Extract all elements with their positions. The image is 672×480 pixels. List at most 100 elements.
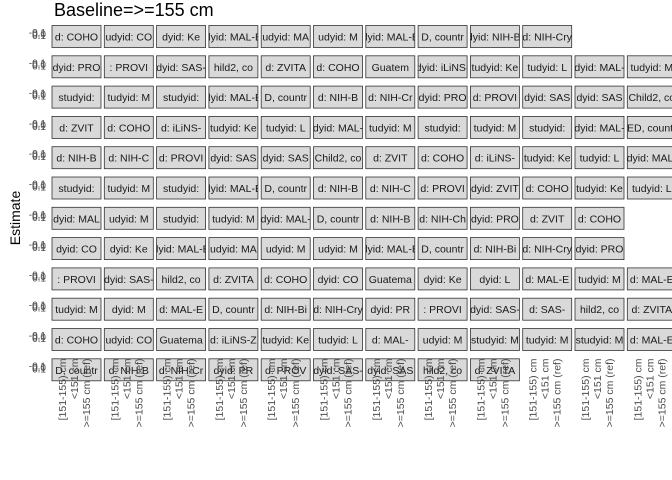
- facet-strip-label: hild2, co: [214, 62, 253, 74]
- y-tick-label: 0.1: [32, 334, 46, 345]
- y-tick-label: 0.0: [32, 151, 46, 162]
- y-tick-label: -0.1: [29, 301, 47, 312]
- y-tick-label: 0.1: [32, 304, 46, 315]
- facet-strip: [313, 297, 363, 321]
- facet-strip: [156, 85, 207, 109]
- facet-strip: [574, 146, 625, 170]
- facet-strip-label: d: ZVIT: [59, 122, 94, 134]
- facet-strip: [51, 176, 102, 200]
- facet-strip: [156, 206, 207, 230]
- chart-title: Baseline=>=155 cm: [54, 0, 214, 20]
- facet-strip-label: D, countr: [317, 213, 360, 225]
- y-tick-label: 0.1: [32, 61, 46, 72]
- facet-strip-label: tudyid: L: [318, 335, 358, 347]
- facet-strip-label: udyid: MA: [210, 244, 257, 256]
- facet-strip: [626, 116, 672, 139]
- x-tick-label: <151 cm: [487, 358, 499, 399]
- facet-strip-label: d: NIH-B: [318, 92, 358, 104]
- facet-strip: [208, 358, 259, 382]
- facet-strip-label: dyid: PRO: [471, 213, 519, 225]
- x-tick-label: <151 cm: [69, 358, 81, 399]
- facet-strip: [626, 328, 672, 351]
- facet-strip: [626, 176, 672, 200]
- facet-strip-label: studyid: M: [471, 335, 519, 347]
- facet-strip: [522, 206, 573, 230]
- facet-strip-label: tudyid: L: [632, 183, 672, 195]
- x-tick-label: <151 cm: [540, 358, 552, 399]
- facet-strip: [103, 85, 154, 109]
- facet-strip-label: udyid: CO: [105, 32, 152, 44]
- facet-strip: [365, 297, 416, 321]
- facet-strip: [469, 176, 520, 200]
- facet-strip: [51, 358, 102, 382]
- facet-strip-label: d: PROVI: [473, 92, 517, 104]
- facet-strip-label: studyid:: [425, 122, 461, 134]
- facet-strip: [208, 176, 259, 200]
- facet-strip-label: D, countr: [421, 32, 464, 44]
- facet-strip: [626, 297, 672, 321]
- facet-strip-label: d: COHO: [316, 62, 359, 74]
- y-tick-label: -0.1: [29, 180, 47, 191]
- x-tick-label: <151 cm: [331, 358, 343, 399]
- facet-strip: [313, 358, 363, 382]
- facet-strip-label: dyid: CO: [318, 274, 359, 286]
- x-tick-label: [151-155) cm: [109, 358, 121, 420]
- x-tick-label: >=155 cm (ref): [499, 359, 511, 428]
- facet-strip: [365, 146, 416, 170]
- facet-strip-label: Guatema: [159, 335, 202, 347]
- facet-strip: [522, 146, 573, 170]
- facet-strip: [260, 25, 311, 48]
- facet-strip: [156, 328, 207, 351]
- x-tick-label: >=155 cm (ref): [656, 359, 668, 428]
- facet-strip: [365, 328, 416, 351]
- x-tick-label: [151-155) cm: [371, 358, 383, 420]
- facet-strip-label: dyid: MAL-E: [362, 244, 419, 256]
- facet-strip-label: dyid: SAS: [263, 153, 309, 165]
- facet-strip-label: d: COHO: [421, 153, 464, 165]
- facet-strip-label: dyid: SAS-: [104, 274, 154, 286]
- y-tick-label: 0.1: [32, 92, 46, 103]
- facet-strip: [103, 297, 154, 321]
- facet-strip: [365, 358, 416, 382]
- facet-strip: [574, 206, 625, 230]
- facet-strip: [103, 176, 154, 200]
- y-tick-label: 0.0: [32, 211, 46, 222]
- facet-strip: [208, 237, 259, 261]
- facet-strip: [469, 297, 520, 321]
- facet-strip: [417, 206, 468, 230]
- facet-strip-label: d: iLiNS-: [161, 122, 202, 134]
- facet-strip-label: udyid: M: [423, 335, 463, 347]
- facet-strip: [260, 176, 311, 200]
- y-tick-label: 0.1: [32, 152, 46, 163]
- y-tick-label: 0.1: [32, 364, 46, 375]
- facet-strip: [51, 85, 102, 109]
- facet-strip-label: studyid:: [529, 122, 565, 134]
- facet-strip-label: tudyid: M: [630, 62, 672, 74]
- facet-strip: [313, 176, 363, 200]
- facet-strip: [260, 297, 311, 321]
- facet-strip: [260, 146, 311, 170]
- facet-strip-label: dyid: PR: [370, 304, 410, 316]
- facet-strip-label: hild2, co: [423, 365, 462, 377]
- facet-strip-label: dyid: SAS: [524, 92, 570, 104]
- facet-strip: [51, 267, 102, 291]
- facet-strip: [417, 328, 468, 351]
- x-tick-label: >=155 cm (ref): [133, 359, 145, 428]
- facet-strip: [417, 237, 468, 261]
- facet-strip: [313, 85, 363, 109]
- facet-strip-label: studyid:: [163, 183, 199, 195]
- facet-strip-label: tudyid: L: [527, 62, 567, 74]
- facet-strip-label: dyid: MAL-E: [205, 32, 262, 44]
- facet-strip: [469, 358, 520, 382]
- facet-strip-label: d: NIH-Ch: [419, 213, 466, 225]
- facet-strip-label: tudyid: M: [474, 122, 517, 134]
- facet-strip-label: tudyid: Ke: [524, 153, 571, 165]
- y-tick-label: 0.0: [32, 363, 46, 374]
- facet-strip: [260, 358, 311, 382]
- x-tick-label: <151 cm: [278, 358, 290, 399]
- facet-strip-label: hild2, co: [162, 274, 201, 286]
- x-tick-label: [151-155) cm: [319, 358, 331, 420]
- facet-strip-label: dyid: MAL-E: [205, 183, 262, 195]
- facet-strip-label: hild2, co: [580, 304, 619, 316]
- facet-strip-label: dyid: PRO: [576, 244, 624, 256]
